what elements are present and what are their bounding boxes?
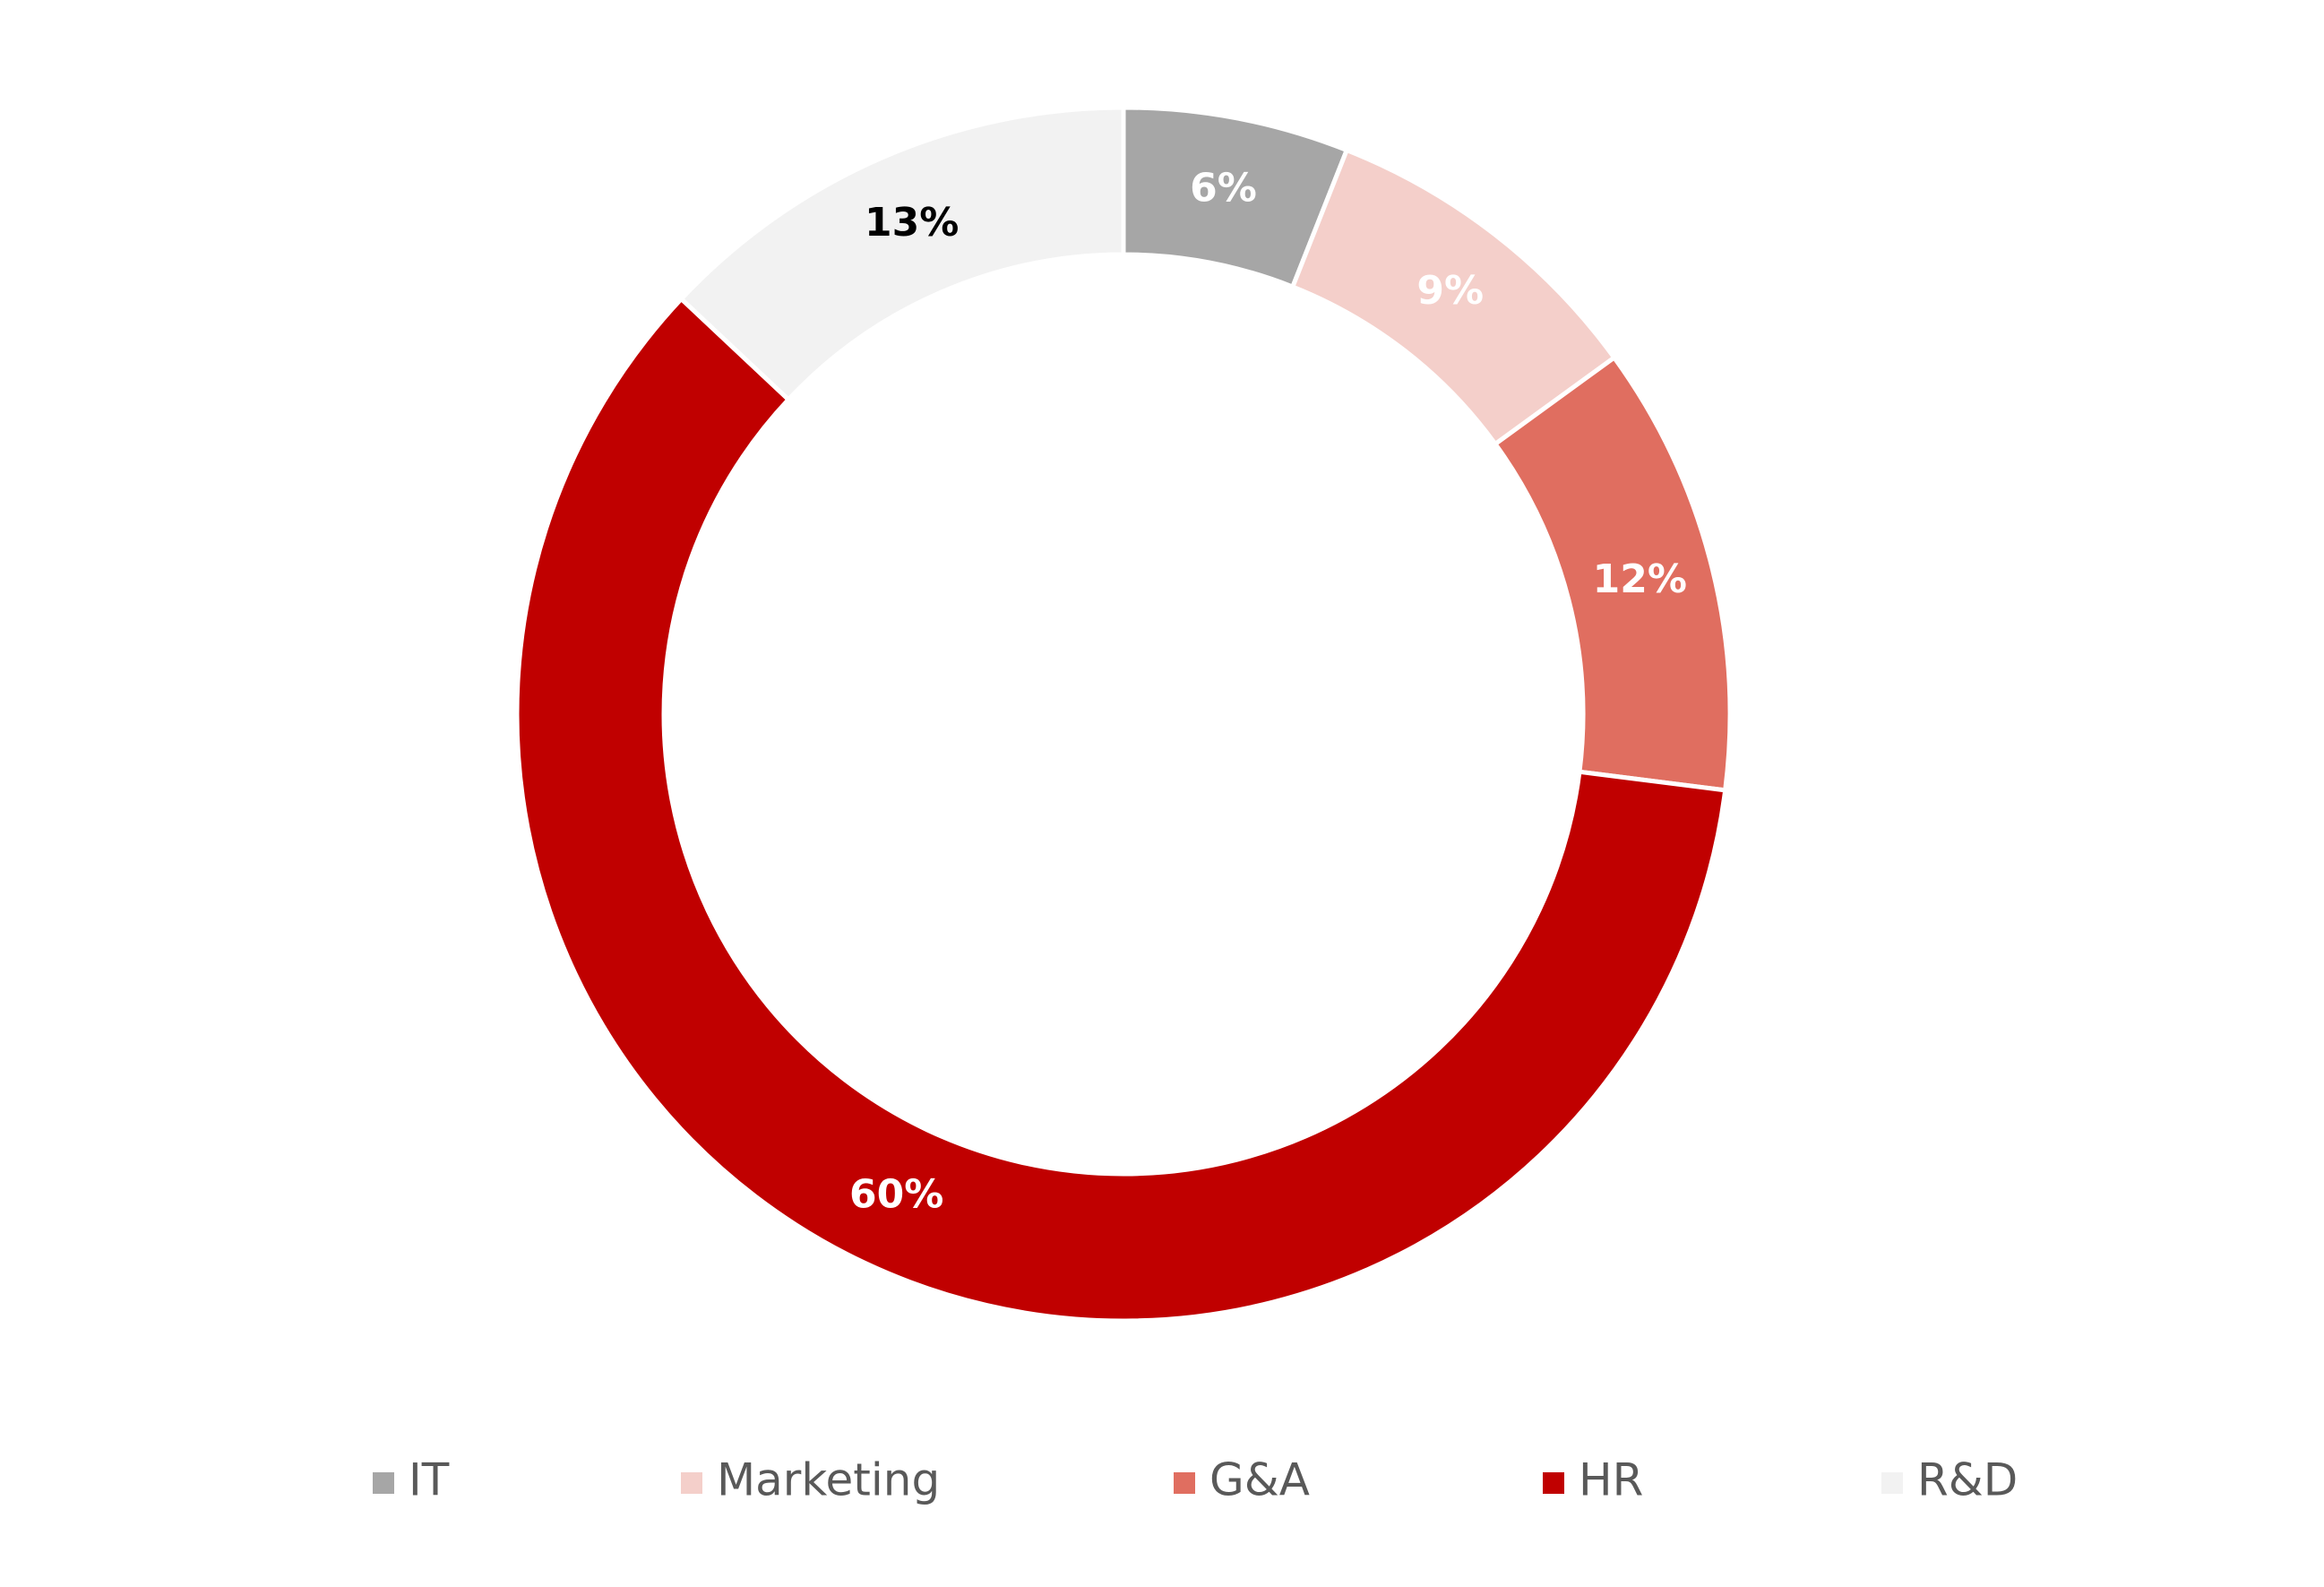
legend-marker	[1543, 1472, 1564, 1494]
data-label: 60%	[849, 1171, 943, 1217]
data-label: 12%	[1593, 556, 1687, 602]
legend-label: G&A	[1209, 1454, 1310, 1506]
legend-marker	[373, 1472, 394, 1494]
data-label: 6%	[1190, 166, 1257, 211]
data-label: 9%	[1416, 268, 1484, 314]
legend-marker	[1881, 1472, 1903, 1494]
data-label: 13%	[865, 200, 959, 246]
donut-slice	[514, 296, 1728, 1324]
legend-marker	[681, 1472, 702, 1494]
legend-label: IT	[409, 1454, 450, 1506]
legend-marker	[1174, 1472, 1195, 1494]
legend-label: R&D	[1917, 1454, 2018, 1506]
donut-slice	[677, 105, 1126, 403]
legend-label: Marketing	[717, 1454, 940, 1506]
legend-label: HR	[1579, 1454, 1643, 1506]
